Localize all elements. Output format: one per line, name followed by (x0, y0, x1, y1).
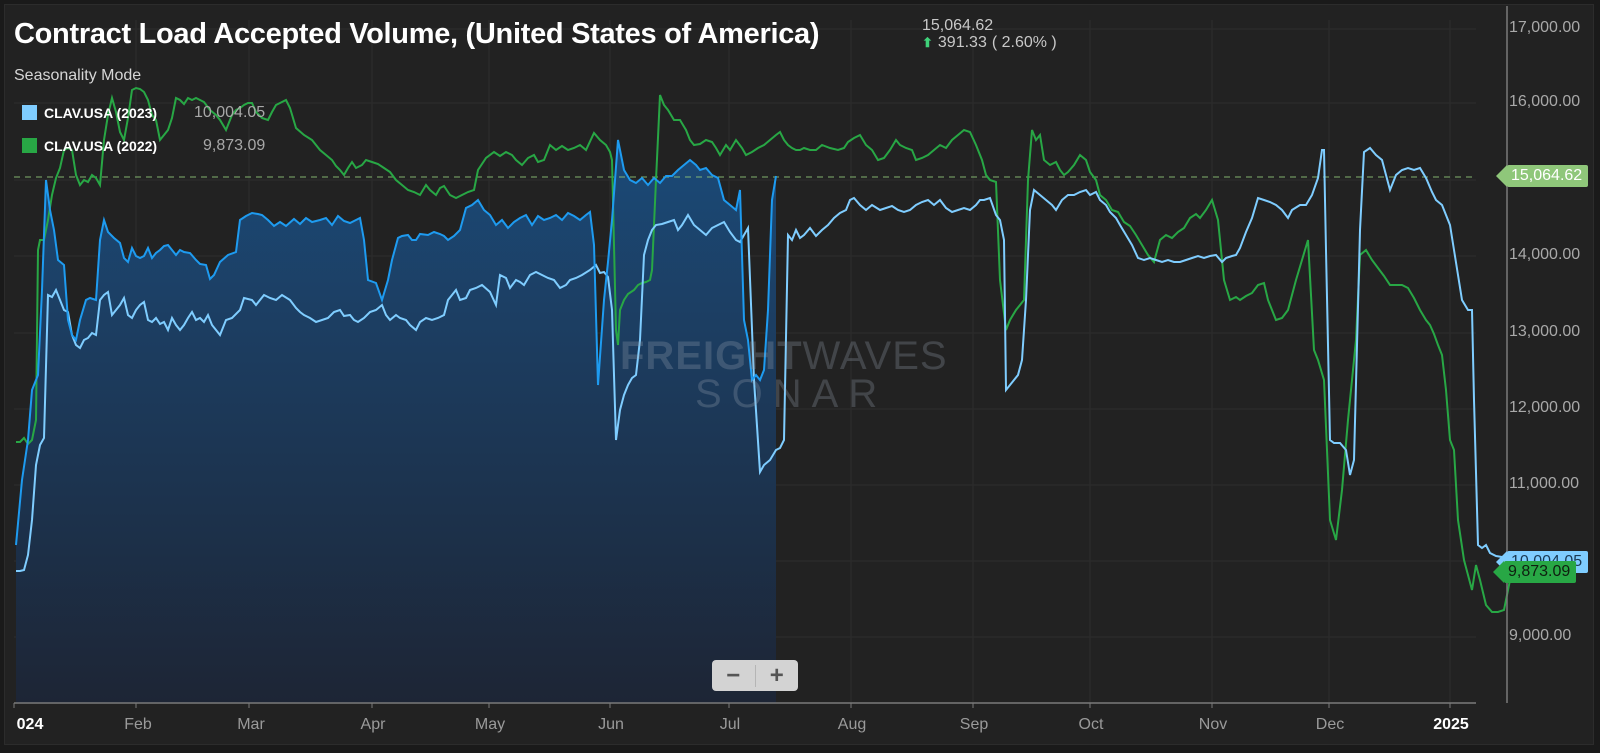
y-tick: 16,000.00 (1509, 93, 1581, 110)
x-tick: Jul (719, 716, 741, 733)
chart-title: Contract Load Accepted Volume, (United S… (14, 18, 820, 50)
price-summary: 15,064.62 ⬆ 391.33 ( 2.60% ) (922, 17, 1057, 51)
y-tick: 17,000.00 (1509, 19, 1581, 36)
legend: CLAV.USA (2023) 10,004.05 CLAV.USA (2022… (22, 96, 265, 162)
legend-value: 9,873.09 (203, 136, 266, 154)
y-tick: 9,000.00 (1509, 627, 1572, 644)
seasonality-mode-label: Seasonality Mode (14, 67, 142, 84)
legend-label: CLAV.USA (2022) (44, 137, 158, 154)
x-tick: May (474, 716, 506, 733)
y-tick: 12,000.00 (1509, 399, 1581, 416)
x-tick: Dec (1315, 716, 1345, 733)
legend-item-2023[interactable]: CLAV.USA (2023) 10,004.05 (22, 96, 265, 129)
change-value: 391.33 (937, 34, 987, 51)
zoom-divider (754, 664, 756, 687)
watermark-sonar: SONAR (695, 372, 888, 416)
series-2022-value-tag: 9,873.09 (1492, 561, 1577, 583)
y-tick: 13,000.00 (1509, 323, 1581, 340)
x-tick: 024 (16, 716, 44, 733)
x-tick: Sep (959, 716, 989, 733)
legend-label: CLAV.USA (2023) (44, 104, 158, 121)
x-tick: Mar (237, 716, 265, 733)
change-percent: ( 2.60% ) (991, 34, 1057, 51)
legend-item-2022[interactable]: CLAV.USA (2022) 9,873.09 (22, 129, 265, 162)
zoom-out-button[interactable]: − (726, 662, 741, 689)
series-2024-line (15, 139, 777, 546)
last-value: 15,064.62 (922, 17, 994, 34)
x-tick: Feb (124, 716, 152, 733)
zoom-controls: − + (712, 660, 798, 691)
current-value-tag: 15,064.62 (1495, 165, 1589, 187)
legend-swatch-2023 (22, 105, 37, 120)
watermark-freightwaves: FREIGHTWAVES (620, 334, 948, 378)
series-2023-line (16, 146, 1503, 572)
x-tick: Aug (837, 716, 867, 733)
legend-swatch-2022 (22, 138, 37, 153)
x-tick: Oct (1078, 716, 1104, 733)
x-tick: Nov (1198, 716, 1228, 733)
arrow-up-icon: ⬆ (922, 35, 933, 50)
x-tick: Apr (360, 716, 386, 733)
zoom-in-button[interactable]: + (769, 662, 784, 689)
x-tick: 2025 (1433, 716, 1469, 733)
series-2022-line (16, 86, 1525, 613)
y-tick: 14,000.00 (1509, 246, 1581, 263)
x-tick: Jun (598, 716, 624, 733)
x-axis-ticks (13, 703, 1451, 708)
y-tick: 11,000.00 (1509, 475, 1579, 492)
legend-value: 10,004.05 (194, 103, 266, 121)
series-2024-area (16, 140, 776, 703)
